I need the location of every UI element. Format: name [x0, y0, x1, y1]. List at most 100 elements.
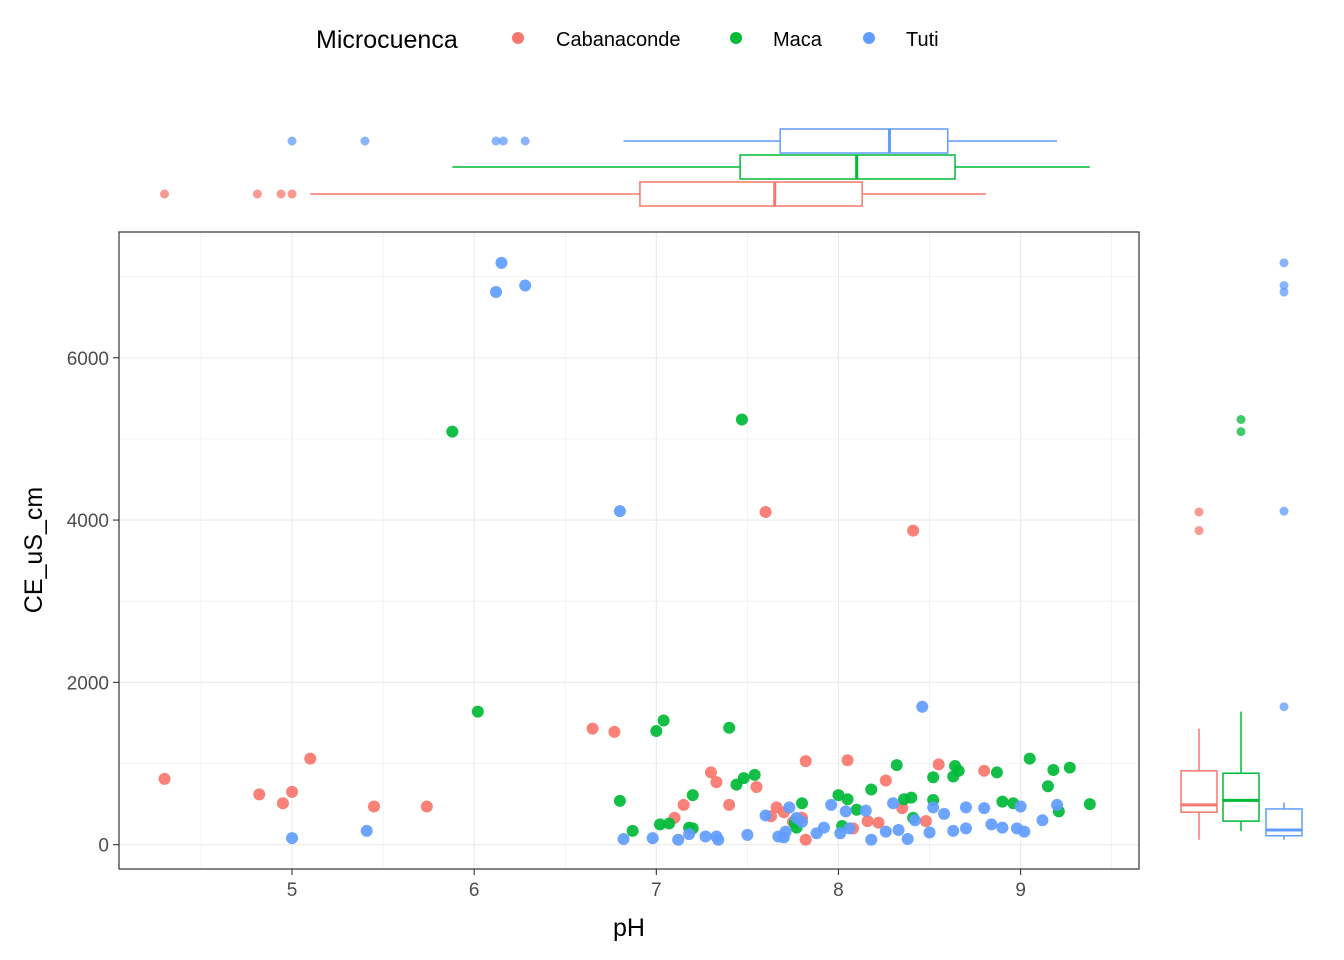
data-point-cabanaconde [276, 797, 289, 810]
data-point-cabanaconde [723, 798, 736, 811]
top-boxplot-cabanaconde [160, 181, 986, 207]
data-point-cabanaconde [759, 505, 772, 518]
data-point-tuti [646, 832, 659, 845]
data-point-tuti [839, 805, 852, 818]
data-point-cabanaconde [799, 833, 812, 846]
data-point-tuti [1014, 800, 1027, 813]
data-point-maca [832, 789, 845, 802]
y-axis-title: CE_uS_cm [20, 487, 48, 613]
data-point-maca [613, 794, 626, 807]
data-point-tuti [712, 833, 725, 846]
data-point-maca [905, 791, 918, 804]
boxplot-outlier [491, 136, 501, 146]
data-point-maca [865, 783, 878, 796]
legend-label-maca: Maca [773, 29, 823, 51]
major-gridlines [119, 232, 1139, 869]
data-point-cabanaconde [896, 802, 909, 815]
data-point-tuti [887, 797, 900, 810]
data-point-tuti [617, 832, 630, 845]
boxplot-outlier [1279, 702, 1289, 712]
legend-key-cabanaconde [512, 32, 524, 44]
data-point-tuti [1051, 798, 1064, 811]
x-tick-label: 7 [651, 880, 662, 901]
data-point-tuti [699, 830, 712, 843]
data-point-tuti [834, 827, 847, 840]
data-point-maca [952, 764, 965, 777]
data-point-cabanaconde [978, 764, 991, 777]
data-point-maca [927, 771, 940, 784]
data-point-maca [1023, 752, 1036, 765]
data-point-cabanaconde [841, 754, 854, 767]
legend-title: Microcuenca [316, 26, 458, 54]
data-point-cabanaconde [879, 774, 892, 787]
data-point-cabanaconde [907, 524, 920, 537]
x-tick-label: 5 [287, 880, 298, 901]
boxplot-box [1222, 772, 1260, 822]
data-point-cabanaconde [608, 725, 621, 738]
data-point-tuti [817, 821, 830, 834]
data-point-maca [990, 766, 1003, 779]
boxplot-outlier [160, 189, 170, 199]
boxplot-box [1265, 808, 1303, 837]
legend-label-cabanaconde: Cabanaconde [556, 29, 681, 51]
data-point-tuti [959, 822, 972, 835]
top-boxplot-tuti [287, 128, 1058, 154]
data-point-tuti [741, 828, 754, 841]
data-point-maca [996, 795, 1009, 808]
data-point-tuti [1036, 814, 1049, 827]
data-point-tuti [916, 700, 929, 713]
boxplot-outlier [1279, 281, 1289, 291]
boxplot-outlier [520, 136, 530, 146]
legend-label-tuti: Tuti [906, 29, 939, 51]
x-tick-label: 9 [1015, 880, 1026, 901]
data-point-maca [1083, 798, 1096, 811]
data-point-tuti [859, 804, 872, 817]
data-point-maca [1041, 780, 1054, 793]
y-axis: 0 2000 4000 6000 [67, 349, 119, 857]
y-tick-label: 2000 [67, 673, 109, 694]
y-tick-label: 0 [98, 836, 109, 857]
data-point-tuti [783, 801, 796, 814]
data-point-maca [626, 824, 639, 837]
data-point-tuti [985, 818, 998, 831]
boxplot-outlier [1279, 287, 1289, 297]
data-point-tuti [759, 809, 772, 822]
y-tick-label: 4000 [67, 511, 109, 532]
data-point-tuti [959, 801, 972, 814]
right-boxplot-cabanaconde [1180, 507, 1218, 840]
data-points [158, 256, 1096, 846]
data-point-tuti [938, 807, 951, 820]
data-point-tuti [495, 256, 508, 269]
data-point-maca [748, 768, 761, 781]
x-axis-title: pH [613, 914, 645, 942]
boxplot-outlier [1279, 258, 1289, 268]
data-point-cabanaconde [919, 815, 932, 828]
data-point-tuti [843, 822, 856, 835]
data-point-maca [735, 413, 748, 426]
data-point-tuti [360, 824, 373, 837]
panel-background [119, 232, 1139, 869]
data-point-tuti [865, 833, 878, 846]
data-point-maca [841, 793, 854, 806]
x-tick-label: 6 [469, 880, 480, 901]
data-point-maca [657, 714, 670, 727]
data-point-cabanaconde [750, 781, 763, 794]
top-boxplot-maca [452, 154, 1090, 180]
data-point-cabanaconde [158, 772, 171, 785]
panel-border [118, 231, 1140, 870]
boxplot-outlier [1236, 414, 1246, 424]
data-point-maca [653, 818, 666, 831]
minor-gridlines [119, 232, 1139, 869]
data-point-cabanaconde [861, 815, 874, 828]
boxplot-outlier [287, 136, 297, 146]
data-point-maca [890, 759, 903, 772]
top-marginal-boxplots [160, 128, 1090, 207]
data-point-tuti [796, 815, 809, 828]
data-point-tuti [672, 833, 685, 846]
data-point-tuti [490, 286, 503, 299]
data-point-cabanaconde [932, 758, 945, 771]
data-point-maca [471, 705, 484, 718]
data-point-tuti [779, 825, 792, 838]
boxplot-outlier [1194, 507, 1204, 517]
